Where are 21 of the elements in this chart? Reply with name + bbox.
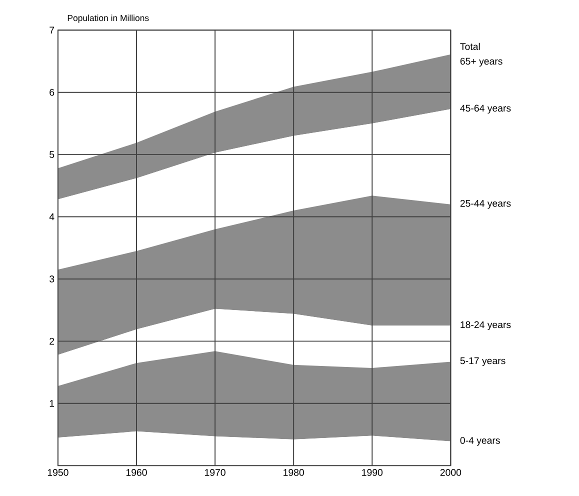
y-axis-title: Population in Millions	[68, 14, 149, 23]
y-tick-label: 5	[50, 151, 54, 158]
series-label: 18-24 years	[460, 321, 511, 330]
y-tick-label: 6	[50, 89, 54, 96]
y-tick-label: 4	[49, 214, 54, 220]
x-tick-label: 1960	[126, 469, 147, 476]
y-tick-label: 2	[50, 338, 54, 345]
y-tick-label: 3	[50, 276, 54, 283]
text: Total	[460, 42, 480, 50]
series-label: 65+ years	[460, 58, 502, 67]
x-tick-label: 1970	[205, 469, 226, 476]
series-label: 25-44 years	[460, 200, 511, 209]
x-tick-label: 2000	[440, 469, 462, 476]
series-label: 0-4 years	[460, 437, 500, 446]
x-tick-label: 1990	[362, 469, 383, 476]
y-tick-label: 7	[50, 26, 54, 34]
series-label: 5-17 years	[460, 358, 506, 366]
series-label: 45-64 years	[460, 104, 511, 114]
x-tick-label: 1980	[284, 469, 304, 476]
y-tick-label: 1	[50, 400, 54, 407]
x-tick-label: 1950	[48, 469, 68, 476]
